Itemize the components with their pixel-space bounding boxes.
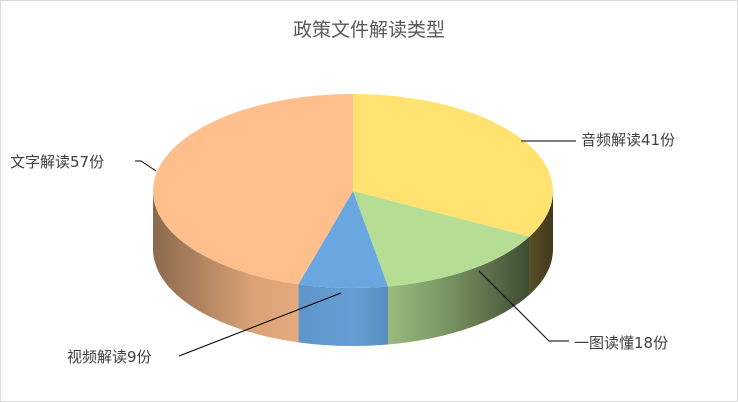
pie-slice-视频解读 bbox=[298, 191, 389, 288]
data-label-infographic: 一图读懂18份 bbox=[574, 334, 669, 352]
pie-side-音频解读 bbox=[529, 191, 553, 295]
data-label-video: 视频解读9份 bbox=[67, 348, 152, 366]
pie-slice-文字解读 bbox=[153, 94, 353, 285]
pie-side-视频解读 bbox=[298, 284, 389, 346]
data-label-audio: 音频解读41份 bbox=[581, 131, 676, 149]
leader-line-视频解读 bbox=[178, 292, 342, 357]
pie-slice-音频解读 bbox=[353, 94, 553, 237]
pie-side-文字解读 bbox=[153, 191, 299, 343]
chart-title: 政策文件解读类型 bbox=[292, 19, 445, 41]
pie-side-一图读懂 bbox=[388, 236, 530, 345]
pie-slice-一图读懂 bbox=[353, 191, 530, 287]
data-label-text: 文字解读57份 bbox=[10, 153, 105, 171]
leader-line-一图读懂 bbox=[478, 270, 569, 342]
leader-line-文字解读 bbox=[135, 160, 157, 172]
